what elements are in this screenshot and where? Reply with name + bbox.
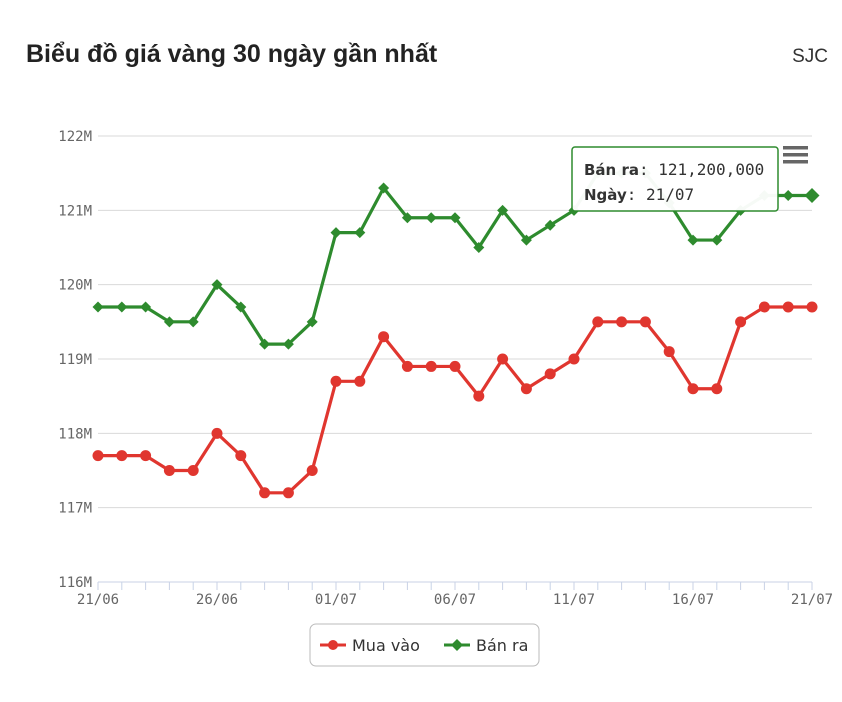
data-point-buy[interactable]: [497, 354, 508, 365]
tooltip-value: : 121,200,000: [639, 160, 764, 179]
hamburger-menu-icon[interactable]: [780, 140, 810, 172]
legend-sell-label: Bán ra: [476, 636, 528, 655]
data-point-buy[interactable]: [711, 383, 722, 394]
data-point-sell[interactable]: [805, 188, 820, 203]
data-point-buy[interactable]: [640, 316, 651, 327]
tooltip-line-value: Bán ra: 121,200,000: [584, 160, 764, 179]
y-tick-label: 117M: [58, 501, 92, 517]
data-point-buy[interactable]: [569, 354, 580, 365]
data-point-buy[interactable]: [473, 391, 484, 402]
y-tick-label: 121M: [58, 203, 92, 219]
data-point-buy[interactable]: [664, 346, 675, 357]
series-line-buy: [98, 307, 812, 493]
legend-buy-label: Mua vào: [352, 636, 420, 655]
x-tick-label: 26/06: [196, 592, 238, 608]
data-point-buy[interactable]: [116, 450, 127, 461]
menu-bar-top: [783, 146, 808, 150]
data-point-buy[interactable]: [521, 383, 532, 394]
data-point-buy[interactable]: [378, 331, 389, 342]
chart-tooltip: Bán ra: 121,200,000 Ngày: 21/07: [572, 147, 778, 211]
data-point-buy[interactable]: [783, 301, 794, 312]
x-tick-label: 21/07: [791, 592, 833, 608]
data-point-buy[interactable]: [354, 376, 365, 387]
data-point-buy[interactable]: [307, 465, 318, 476]
data-point-buy[interactable]: [164, 465, 175, 476]
data-point-buy[interactable]: [188, 465, 199, 476]
data-point-buy[interactable]: [688, 383, 699, 394]
data-point-buy[interactable]: [259, 487, 270, 498]
data-point-buy[interactable]: [212, 428, 223, 439]
data-point-buy[interactable]: [93, 450, 104, 461]
y-tick-label: 118M: [58, 426, 92, 442]
x-axis: 21/06 26/06 01/07 06/07 11/07 16/07 21/07: [77, 582, 833, 608]
data-point-buy[interactable]: [545, 368, 556, 379]
chart-series: [93, 168, 820, 499]
chart-legend: Mua vào Bán ra: [310, 624, 539, 666]
data-point-buy[interactable]: [426, 361, 437, 372]
data-point-buy[interactable]: [235, 450, 246, 461]
data-point-buy[interactable]: [759, 301, 770, 312]
x-tick-label: 06/07: [434, 592, 476, 608]
data-point-buy[interactable]: [735, 316, 746, 327]
data-point-buy[interactable]: [140, 450, 151, 461]
data-point-sell[interactable]: [426, 212, 437, 223]
y-tick-label: 120M: [58, 278, 92, 294]
data-point-buy[interactable]: [283, 487, 294, 498]
tooltip-line-date: Ngày: 21/07: [584, 185, 694, 204]
menu-bar-middle: [783, 153, 808, 157]
data-point-buy[interactable]: [807, 301, 818, 312]
data-point-sell[interactable]: [93, 301, 104, 312]
y-axis: 116M 117M 118M 119M 120M 121M 122M: [58, 129, 92, 591]
tooltip-key: Bán ra: [584, 161, 639, 179]
menu-bar-bottom: [783, 160, 808, 164]
x-tick-label: 16/07: [672, 592, 714, 608]
data-point-sell[interactable]: [116, 301, 127, 312]
y-tick-label: 122M: [58, 129, 92, 145]
y-tick-label: 116M: [58, 575, 92, 591]
x-tick-label: 11/07: [553, 592, 595, 608]
data-point-buy[interactable]: [450, 361, 461, 372]
tooltip-date-value: : 21/07: [627, 185, 694, 204]
data-point-buy[interactable]: [592, 316, 603, 327]
gold-price-chart: 116M 117M 118M 119M 120M 121M 122M 21/06 26/06 0…: [0, 0, 842, 702]
x-tick-label: 21/06: [77, 592, 119, 608]
data-point-buy[interactable]: [616, 316, 627, 327]
data-point-sell[interactable]: [783, 190, 794, 201]
data-point-buy[interactable]: [402, 361, 413, 372]
y-tick-label: 119M: [58, 352, 92, 368]
tooltip-date-key: Ngày: [584, 186, 627, 204]
x-tick-label: 01/07: [315, 592, 357, 608]
data-point-buy[interactable]: [331, 376, 342, 387]
data-point-sell[interactable]: [331, 227, 342, 238]
legend-buy-marker: [328, 640, 338, 650]
